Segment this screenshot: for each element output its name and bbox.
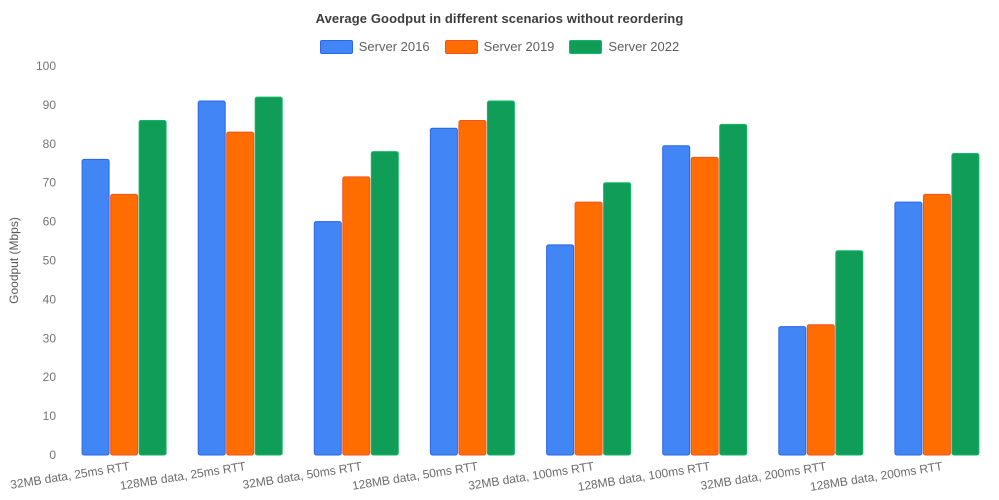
y-tick-label: 10 — [43, 409, 57, 423]
y-tick-label: 90 — [43, 98, 57, 112]
chart-title: Average Goodput in different scenarios w… — [315, 11, 684, 26]
y-tick-label: 0 — [49, 448, 56, 462]
bar-server-2019-cat2[interactable] — [342, 176, 371, 456]
bar-server-2019-cat7[interactable] — [922, 193, 951, 456]
bar-server-2016-cat2[interactable] — [313, 221, 342, 456]
y-tick-label: 70 — [43, 176, 57, 190]
bar-server-2016-cat5[interactable] — [662, 145, 691, 456]
bar-server-2016-cat3[interactable] — [429, 127, 458, 456]
y-tick-label: 80 — [43, 137, 57, 151]
bar-server-2019-cat4[interactable] — [574, 201, 603, 456]
y-tick-label: 60 — [43, 215, 57, 229]
y-tick-label: 40 — [43, 292, 57, 306]
bar-server-2019-cat1[interactable] — [226, 131, 255, 456]
bar-server-2016-cat6[interactable] — [778, 326, 807, 456]
bar-server-2022-cat4[interactable] — [603, 182, 632, 456]
legend-label: Server 2016 — [358, 39, 430, 54]
bar-server-2022-cat3[interactable] — [486, 100, 515, 456]
y-tick-label: 30 — [43, 331, 57, 345]
y-tick-label: 100 — [36, 59, 56, 73]
legend-item-server-2016[interactable]: Server 2016 — [319, 39, 430, 54]
bar-server-2022-cat5[interactable] — [719, 123, 748, 456]
y-tick-label: 50 — [43, 254, 57, 268]
x-category-label: 32MB data, 200ms RTT — [699, 459, 827, 493]
x-category-label: 32MB data, 100ms RTT — [467, 459, 595, 493]
legend-item-server-2019[interactable]: Server 2019 — [444, 39, 555, 54]
chart-legend: Server 2016 Server 2019 Server 2022 — [0, 39, 999, 54]
x-category-label: 128MB data, 25ms RTT — [119, 459, 247, 493]
bar-server-2016-cat7[interactable] — [894, 201, 923, 456]
bar-server-2022-cat1[interactable] — [254, 96, 283, 456]
legend-label: Server 2019 — [483, 39, 555, 54]
legend-label: Server 2022 — [608, 39, 680, 54]
legend-item-server-2022[interactable]: Server 2022 — [569, 39, 679, 54]
bar-server-2022-cat6[interactable] — [835, 250, 864, 456]
x-category-label: 128MB data, 200ms RTT — [809, 459, 944, 494]
bar-server-2016-cat0[interactable] — [81, 158, 110, 456]
bar-server-2016-cat1[interactable] — [197, 100, 226, 456]
bar-server-2019-cat5[interactable] — [690, 156, 719, 456]
y-axis-title: Goodput (Mbps) — [7, 217, 21, 304]
legend-swatch-icon — [569, 39, 603, 54]
bar-server-2019-cat6[interactable] — [806, 324, 835, 456]
x-category-label: 32MB data, 25ms RTT — [9, 459, 131, 492]
bar-server-2022-cat2[interactable] — [370, 151, 399, 456]
bar-server-2022-cat7[interactable] — [951, 153, 980, 456]
bar-server-2016-cat4[interactable] — [546, 244, 575, 456]
x-category-label: 128MB data, 100ms RTT — [577, 459, 712, 494]
legend-swatch-icon — [444, 39, 478, 54]
bar-server-2022-cat0[interactable] — [138, 120, 167, 456]
bar-server-2019-cat3[interactable] — [458, 120, 487, 456]
y-tick-label: 20 — [43, 370, 57, 384]
x-category-label: 32MB data, 50ms RTT — [242, 459, 364, 492]
legend-swatch-icon — [319, 39, 353, 54]
x-category-label: 128MB data, 50ms RTT — [351, 459, 479, 493]
bar-server-2019-cat0[interactable] — [110, 193, 139, 456]
